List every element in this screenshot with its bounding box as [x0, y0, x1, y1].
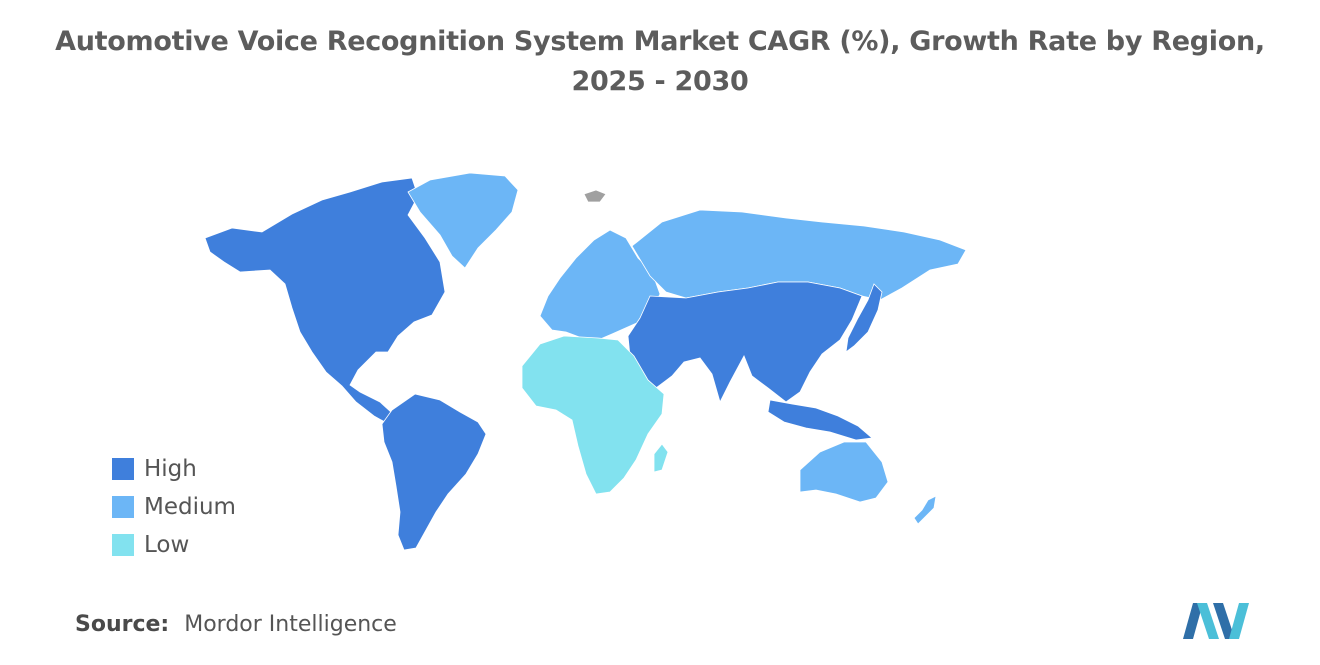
- region-new-zealand: [913, 495, 937, 525]
- logo-right-diagonal: [1213, 603, 1235, 639]
- region-southeast-asia: [767, 399, 873, 441]
- region-south-america: [381, 393, 487, 551]
- region-africa: [521, 335, 665, 495]
- source-value: Mordor Intelligence: [184, 612, 397, 637]
- legend-label-medium: Medium: [144, 494, 236, 520]
- logo-right-bar: [1229, 603, 1249, 639]
- region-north-america: [204, 177, 446, 427]
- logo-left-bar: [1183, 603, 1203, 639]
- region-svalbard: [583, 189, 607, 203]
- region-asia: [627, 281, 863, 404]
- logo-left-diagonal: [1197, 603, 1219, 639]
- legend-label-high: High: [144, 456, 197, 482]
- region-madagascar: [653, 443, 669, 473]
- legend-item-low: Low: [112, 526, 236, 564]
- world-map: [204, 172, 967, 551]
- legend-swatch-high: [112, 458, 134, 480]
- legend-item-medium: Medium: [112, 488, 236, 526]
- region-australia: [799, 441, 889, 503]
- legend-item-high: High: [112, 450, 236, 488]
- legend-swatch-low: [112, 534, 134, 556]
- region-japan: [845, 283, 883, 353]
- source-label: Source:: [75, 612, 170, 637]
- source-line: Source: Mordor Intelligence: [75, 612, 397, 637]
- legend-label-low: Low: [144, 532, 190, 558]
- region-greenland: [407, 172, 519, 269]
- chart-title: Automotive Voice Recognition System Mark…: [55, 26, 1265, 97]
- legend-swatch-medium: [112, 496, 134, 518]
- mordor-intelligence-logo-icon: [1183, 603, 1249, 639]
- legend: High Medium Low: [112, 450, 236, 564]
